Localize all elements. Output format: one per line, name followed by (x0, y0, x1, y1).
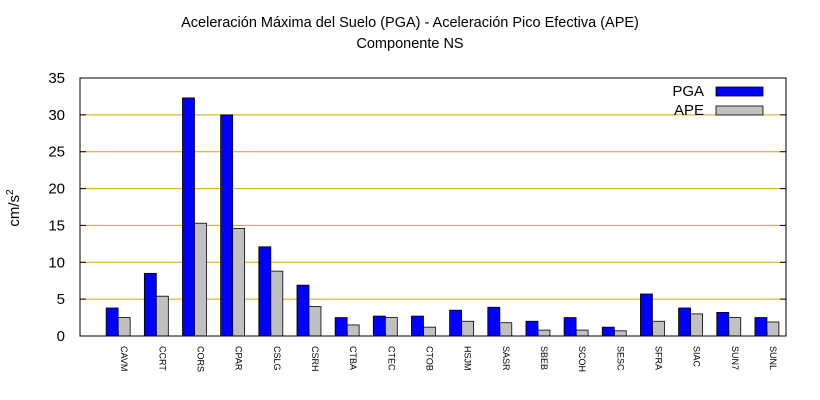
x-tick-label: SUN7 (730, 346, 740, 370)
x-tick-label: SBEB (539, 346, 549, 370)
x-tick-label: HSJM (463, 346, 473, 371)
bar-pga (487, 306, 501, 337)
bar-ape (575, 329, 589, 337)
bar-ape (461, 320, 475, 337)
y-tick-label: 10 (48, 254, 65, 271)
bar-ape (117, 317, 131, 337)
legend-swatch (715, 86, 764, 97)
bar-ape (384, 317, 398, 337)
x-tick-label: CORS (195, 346, 205, 372)
x-tick-label: CTEC (386, 346, 396, 371)
x-tick-label: SASR (501, 346, 511, 371)
bar-ape (499, 322, 513, 337)
y-tick-label: 15 (48, 217, 65, 234)
bar-ape (652, 320, 665, 337)
bar-pga (525, 320, 539, 337)
bar-ape (346, 324, 360, 337)
bar-pga (754, 317, 768, 337)
bar-ape (728, 317, 742, 337)
bar-pga (449, 309, 463, 337)
x-tick-label: SCOH (577, 346, 587, 372)
plot-frame (79, 77, 787, 337)
x-tick-label: CTBA (348, 346, 358, 370)
x-tick-label: CSRH (310, 346, 320, 372)
x-tick-label: CPAR (234, 346, 244, 371)
y-axis-label-exponent: 2 (5, 189, 16, 195)
bar-ape (537, 329, 551, 337)
bar-pga (640, 293, 653, 337)
bar-pga (182, 97, 195, 337)
bar-ape (308, 306, 322, 337)
legend-swatch (715, 105, 764, 116)
bar-pga (678, 307, 691, 337)
bar-pga (296, 284, 310, 337)
legend: PGA APE (672, 83, 764, 119)
x-tick-label: SESC (615, 346, 625, 371)
bar-ape (613, 330, 627, 337)
bar-pga (716, 312, 730, 337)
x-tick-label: CTOB (424, 346, 434, 371)
axes: 0 5 10 15 20 25 30 35 CAVM CCRT CORS CPAR CSLG CSRH CT… (48, 70, 787, 372)
chart-subtitle: Componente NS (356, 36, 464, 52)
bar-ape (766, 321, 780, 337)
bar-pga (334, 317, 348, 337)
y-axis-label: cm/s2 (5, 189, 23, 227)
y-tick-label: 35 (48, 70, 65, 87)
bar-pga (601, 326, 615, 337)
bar-pga (411, 315, 424, 337)
bar-pga (258, 246, 272, 337)
bar-ape (155, 295, 169, 337)
legend-label: APE (674, 102, 704, 119)
x-tick-label: SFRA (653, 346, 663, 370)
y-tick-label: 25 (48, 144, 65, 161)
y-axis-label-base: cm/s (6, 195, 23, 227)
chart-title: Aceleración Máxima del Suelo (PGA) - Ace… (181, 15, 639, 31)
x-tick-label: SIAC (692, 346, 702, 368)
bar-ape (232, 227, 246, 337)
bar-pga (220, 114, 234, 337)
y-tick-label: 20 (48, 181, 65, 198)
y-tick-label: 5 (57, 291, 65, 308)
x-tick-label: CCRT (157, 346, 167, 371)
bar-pga (143, 272, 157, 337)
bars (105, 97, 780, 337)
x-tick-label: CAVM (119, 346, 129, 371)
x-tick-label: CSLG (272, 346, 282, 371)
bar-ape (423, 326, 436, 337)
bar-pga (563, 317, 577, 337)
bar-pga (372, 315, 386, 337)
x-tick-label: SUNL (768, 346, 778, 370)
legend-label: PGA (672, 83, 704, 100)
bar-ape (270, 270, 284, 337)
bar-ape (690, 313, 703, 337)
y-tick-label: 0 (57, 328, 65, 345)
bar-pga (105, 307, 119, 337)
bar-ape (194, 222, 207, 337)
y-tick-label: 30 (48, 107, 65, 124)
